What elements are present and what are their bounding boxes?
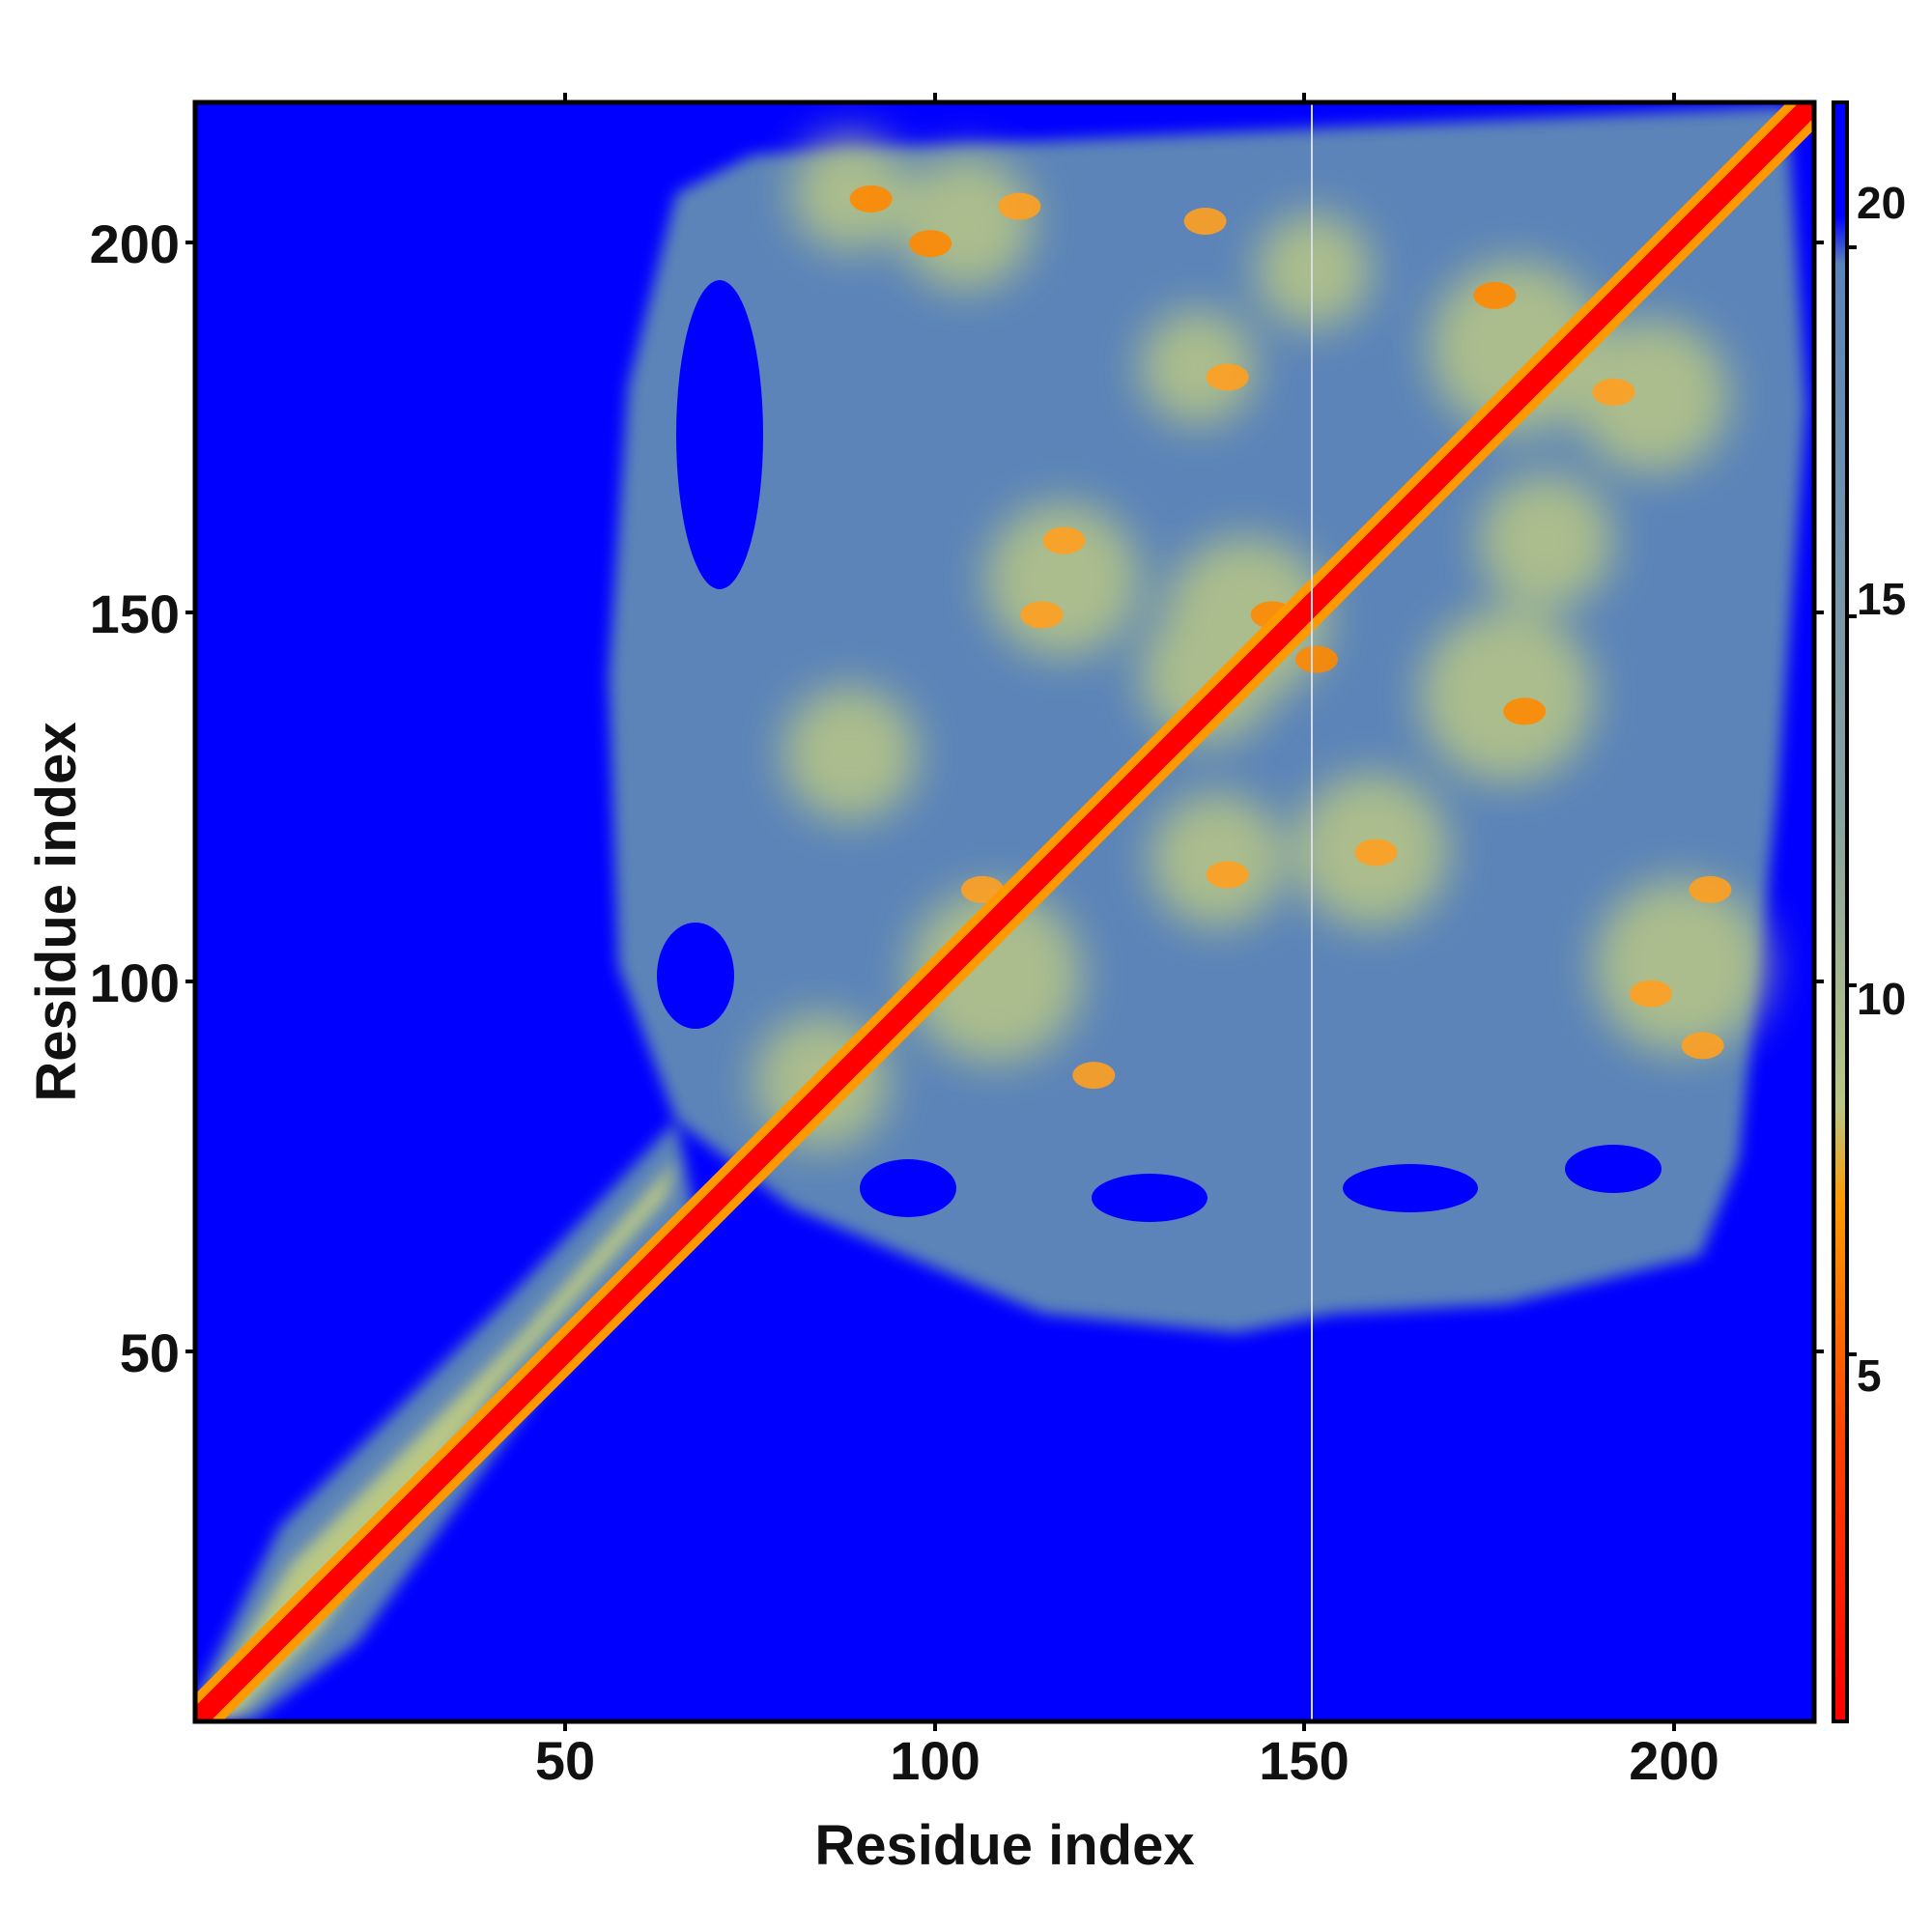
x-tick-label: 150 <box>1259 1730 1349 1791</box>
contact-cluster <box>909 230 952 258</box>
contact-cluster <box>1629 980 1672 1008</box>
heatmap-cells <box>195 102 1814 1721</box>
far-region-hole <box>1565 1145 1662 1193</box>
x-axis: 50 100 150 200 Residue index <box>535 93 1719 1877</box>
y-tick-label: 200 <box>90 213 180 274</box>
contact-cluster <box>1592 378 1635 406</box>
colorbar: 5 10 15 20 <box>1832 100 1906 1723</box>
x-tick-label: 200 <box>1629 1730 1719 1791</box>
contact-cluster <box>1294 645 1338 673</box>
y-tick: 200 <box>90 213 1824 274</box>
colorbar-tick: 5 <box>1847 1350 1882 1401</box>
y-tick: 100 <box>90 952 1824 1013</box>
colorbar-tick-label: 15 <box>1857 574 1906 624</box>
y-tick: 50 <box>120 1322 1824 1383</box>
contact-cluster <box>1689 875 1732 903</box>
contact-cluster <box>1503 697 1547 725</box>
x-tick: 200 <box>1629 93 1719 1791</box>
colorbar-gradient <box>1832 100 1849 1723</box>
contact-cluster <box>1020 601 1064 629</box>
contact-cluster <box>849 185 893 213</box>
far-region-hole <box>657 923 734 1029</box>
colorbar-tick-label: 20 <box>1857 178 1906 228</box>
contact-cluster <box>998 192 1041 220</box>
colorbar-tick: 15 <box>1847 574 1906 624</box>
diagonal-line <box>195 102 1814 1721</box>
x-axis-title: Residue index <box>814 1814 1194 1877</box>
far-region-hole <box>860 1159 956 1217</box>
y-tick-label: 100 <box>90 952 180 1013</box>
contact-cluster <box>1681 1032 1724 1060</box>
x-tick: 50 <box>535 93 595 1791</box>
y-tick-label: 50 <box>120 1322 180 1383</box>
x-tick: 100 <box>890 93 980 1791</box>
x-tick-label: 50 <box>535 1730 595 1791</box>
far-region-hole <box>1092 1174 1208 1222</box>
contact-cluster <box>1042 526 1086 554</box>
contact-cluster <box>1206 861 1249 889</box>
contact-cluster <box>1354 838 1398 867</box>
colorbar-tick-label: 10 <box>1857 974 1906 1024</box>
plot-frame <box>192 99 1817 1724</box>
contact-cluster <box>1206 363 1249 391</box>
far-region-hole <box>1343 1164 1478 1212</box>
y-tick-label: 150 <box>90 583 180 644</box>
far-region-hole <box>676 280 763 589</box>
y-axis: 50 100 150 200 Residue index <box>25 213 1824 1383</box>
y-axis-title: Residue index <box>25 722 88 1101</box>
x-tick-label: 100 <box>890 1730 980 1791</box>
colorbar-tick: 10 <box>1847 974 1906 1024</box>
contact-cluster <box>1473 281 1517 309</box>
contact-cluster <box>1072 1062 1116 1090</box>
colorbar-tick-label: 5 <box>1857 1350 1882 1401</box>
x-tick: 150 <box>1259 93 1350 1791</box>
contact-cluster <box>1183 208 1227 236</box>
y-tick: 150 <box>90 583 1824 644</box>
colorbar-tick: 20 <box>1847 178 1906 249</box>
